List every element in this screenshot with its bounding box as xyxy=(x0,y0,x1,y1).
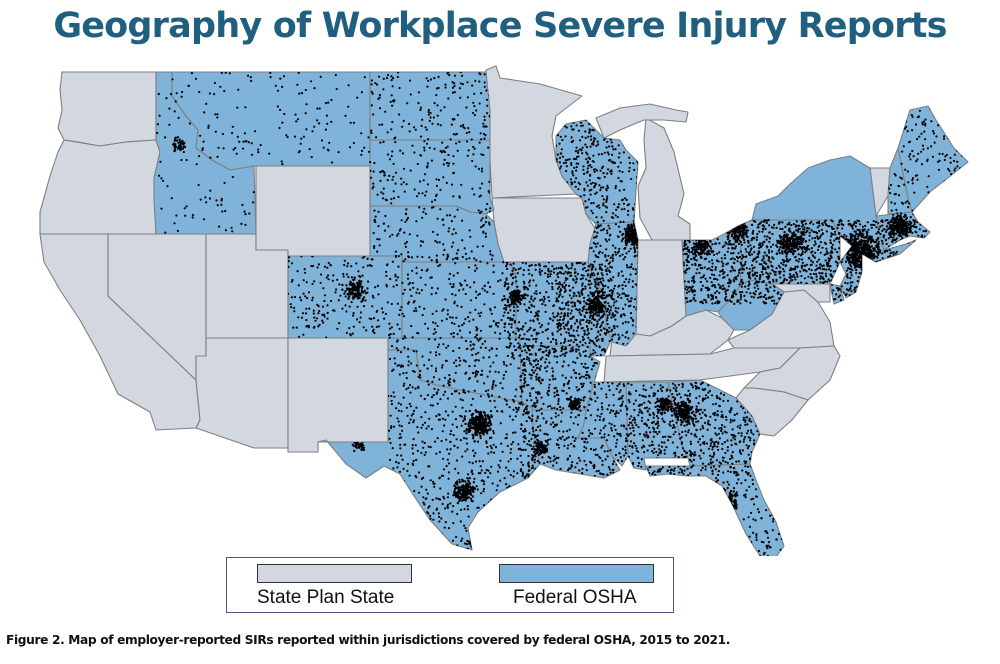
legend-label-state-plan: State Plan State xyxy=(257,587,395,608)
figure-caption: Figure 2. Map of employer-reported SIRs … xyxy=(6,633,731,647)
state-oregon xyxy=(39,139,161,235)
map-legend: State Plan State Federal OSHA xyxy=(226,557,674,613)
state-michigan-upper xyxy=(595,103,689,139)
state-new-mexico xyxy=(287,337,389,453)
state-texas xyxy=(317,349,541,551)
state-south-dakota xyxy=(369,139,495,215)
legend-swatch-state-plan xyxy=(257,564,412,583)
figure-title: Geography of Workplace Severe Injury Rep… xyxy=(53,6,947,46)
state-wyoming xyxy=(255,165,371,257)
legend-label-federal-osha: Federal OSHA xyxy=(513,587,637,608)
state-north-dakota xyxy=(369,71,491,141)
state-plan-layer xyxy=(39,65,891,453)
state-michigan-lower xyxy=(637,117,691,241)
us-map xyxy=(0,56,1000,556)
state-wisconsin xyxy=(555,119,639,225)
state-maine xyxy=(897,105,969,213)
state-washington xyxy=(57,71,157,147)
state-arizona xyxy=(195,337,289,449)
map-canvas xyxy=(39,65,969,556)
state-iowa xyxy=(491,197,597,263)
legend-swatch-federal-osha xyxy=(499,564,654,583)
